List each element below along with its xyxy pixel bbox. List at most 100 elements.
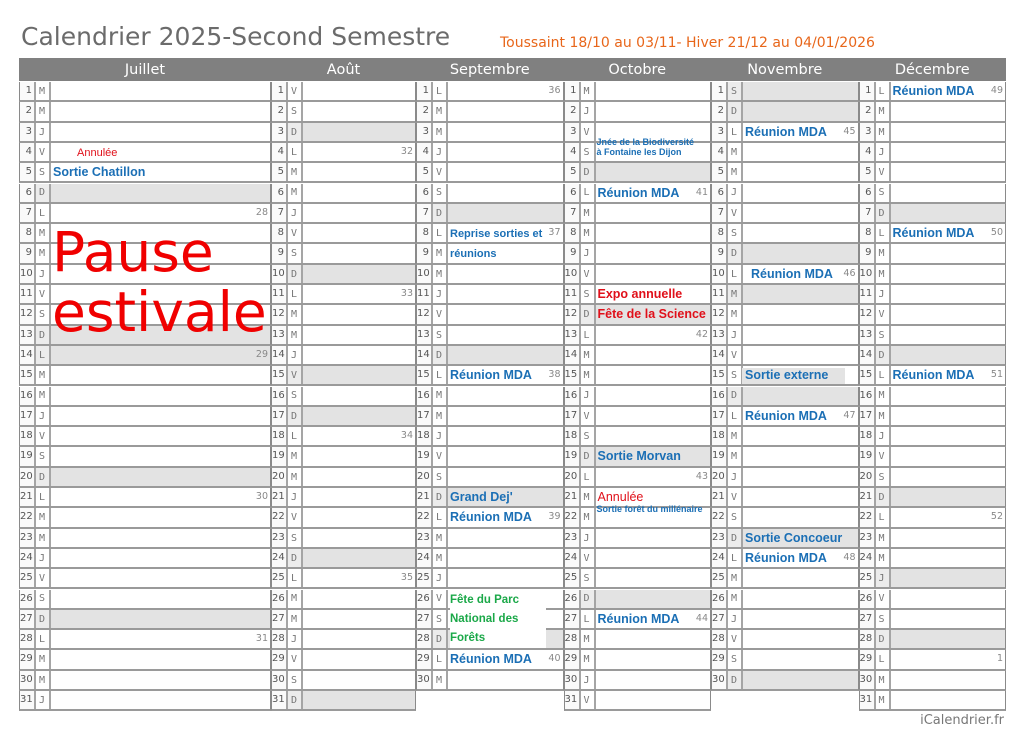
day-row[interactable]: 25 [858, 569, 1006, 590]
day-cell[interactable] [596, 407, 711, 425]
day-row[interactable]: 24 [271, 548, 416, 570]
day-row[interactable]: 27 [19, 609, 271, 631]
day-cell[interactable] [303, 264, 415, 283]
day-cell[interactable] [303, 163, 415, 181]
day-cell[interactable] [595, 305, 710, 324]
day-cell[interactable] [51, 549, 270, 567]
event-label[interactable]: Réunion MDA [751, 266, 833, 281]
day-row[interactable]: 8 [271, 224, 416, 245]
day-cell[interactable] [743, 184, 858, 202]
day-row[interactable]: 12 [711, 305, 859, 326]
event-label[interactable]: Sortie externe [742, 368, 845, 385]
event-label[interactable]: Annulée [77, 146, 118, 159]
day-cell[interactable] [891, 447, 1006, 465]
day-cell[interactable] [596, 549, 711, 567]
day-row[interactable]: 4 [858, 142, 1006, 164]
day-cell[interactable] [743, 244, 858, 263]
day-row[interactable]: 21 [711, 488, 859, 509]
day-cell[interactable] [596, 630, 711, 648]
day-cell[interactable]: 42 [596, 326, 711, 344]
day-cell[interactable]: 39 [448, 508, 563, 526]
day-row[interactable]: 7 28 [19, 203, 271, 225]
day-row[interactable]: 22 52 [858, 508, 1006, 529]
day-row[interactable]: 10 [858, 264, 1006, 285]
day-cell[interactable] [303, 82, 415, 100]
day-cell[interactable] [303, 326, 415, 344]
day-cell[interactable] [303, 548, 415, 568]
event-label[interactable]: Grand Dej' [450, 490, 513, 504]
day-row[interactable]: 8 [563, 224, 711, 245]
day-row[interactable]: 21 [563, 488, 711, 509]
day-row[interactable]: 20 43 [563, 467, 711, 488]
day-row[interactable]: 7 [711, 203, 859, 225]
day-row[interactable]: 31 [19, 691, 271, 712]
day-row[interactable]: 27 44 [563, 609, 711, 631]
day-row[interactable]: 15 51 [858, 366, 1006, 387]
day-cell[interactable]: 40 [448, 650, 563, 668]
day-cell[interactable] [448, 285, 563, 303]
day-row[interactable]: 15 [563, 366, 711, 387]
day-cell[interactable] [891, 265, 1006, 283]
day-row[interactable]: 1 [563, 82, 711, 103]
day-cell[interactable] [891, 123, 1006, 141]
day-row[interactable]: 29 40 [416, 650, 564, 671]
day-cell[interactable] [743, 102, 858, 121]
day-row[interactable]: 11 [858, 285, 1006, 306]
day-cell[interactable] [743, 508, 858, 526]
day-row[interactable]: 22 [271, 508, 416, 529]
day-row[interactable]: 9 [858, 244, 1006, 265]
day-row[interactable]: 3 [563, 122, 711, 143]
event-label[interactable]: Sortie forêt du millénaire [596, 504, 703, 515]
day-cell[interactable] [891, 143, 1006, 161]
day-cell[interactable]: 34 [303, 427, 415, 445]
day-cell[interactable] [743, 163, 858, 181]
day-cell[interactable]: 37 [448, 224, 563, 242]
day-row[interactable]: 21 [416, 488, 564, 509]
day-cell[interactable] [51, 123, 270, 141]
day-cell[interactable] [891, 387, 1006, 405]
day-cell[interactable] [891, 691, 1006, 709]
day-row[interactable]: 20 [271, 467, 416, 488]
day-row[interactable]: 30 [563, 670, 711, 691]
day-row[interactable]: 2 [271, 102, 416, 123]
day-cell[interactable] [51, 691, 270, 709]
day-cell[interactable]: 35 [303, 569, 415, 587]
day-row[interactable]: 23 [19, 528, 271, 549]
day-row[interactable]: 23 [858, 528, 1006, 549]
day-row[interactable]: 30 [416, 670, 564, 691]
event-label[interactable]: Réunion MDA [892, 226, 975, 241]
day-cell[interactable] [891, 102, 1006, 120]
day-cell[interactable]: 28 [51, 204, 270, 222]
day-cell[interactable] [448, 488, 563, 507]
day-cell[interactable] [891, 427, 1006, 445]
day-cell[interactable]: 1 [891, 650, 1006, 668]
day-row[interactable]: 22 [711, 508, 859, 529]
day-cell[interactable]: 45 [743, 123, 858, 141]
day-row[interactable]: 24 [416, 548, 564, 570]
day-cell[interactable] [891, 549, 1006, 567]
day-cell[interactable] [891, 305, 1006, 323]
day-row[interactable]: 14 [711, 345, 859, 367]
day-cell[interactable] [596, 691, 711, 709]
day-cell[interactable]: 29 [51, 345, 270, 365]
day-row[interactable]: 29 [563, 650, 711, 671]
day-cell[interactable] [891, 468, 1006, 486]
day-row[interactable]: 17 [19, 406, 271, 428]
day-row[interactable]: 14 [858, 345, 1006, 367]
day-row[interactable]: 28 31 [19, 630, 271, 651]
day-row[interactable]: 12 [416, 305, 564, 326]
footer-credit[interactable]: iCalendrier.fr [920, 713, 1004, 728]
day-cell[interactable] [51, 447, 270, 465]
day-cell[interactable] [891, 590, 1006, 608]
day-row[interactable]: 21 30 [19, 488, 271, 509]
day-cell[interactable] [303, 529, 415, 547]
day-cell[interactable] [448, 143, 563, 161]
day-cell[interactable] [743, 590, 858, 608]
day-row[interactable]: 26 [271, 589, 416, 610]
day-cell[interactable] [303, 468, 415, 486]
day-cell[interactable] [51, 590, 270, 608]
day-row[interactable]: 13 [19, 325, 271, 346]
day-row[interactable]: 7 [858, 203, 1006, 225]
event-label[interactable]: Réunion MDA [597, 611, 680, 626]
day-cell[interactable] [891, 610, 1006, 628]
